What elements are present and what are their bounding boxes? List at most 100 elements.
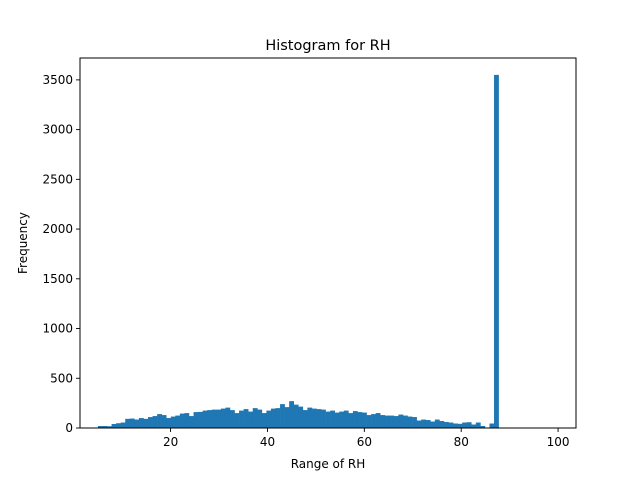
bars-group (97, 74, 499, 428)
histogram-bar (193, 412, 199, 428)
histogram-bar (161, 415, 167, 428)
histogram-bar (129, 418, 135, 428)
histogram-bar (234, 413, 240, 428)
histogram-bar (325, 411, 331, 428)
x-tick-label: 40 (260, 435, 275, 449)
histogram-bar (448, 422, 454, 428)
chart-title: Histogram for RH (265, 38, 390, 54)
histogram-bar (284, 407, 290, 428)
y-tick-label: 3500 (42, 73, 73, 87)
y-axis-ticks: 0 500 1000 1500 2000 2500 3000 3500 (42, 73, 80, 435)
histogram-bar (384, 415, 390, 428)
histogram-bar (443, 422, 449, 428)
histogram-bar (362, 412, 367, 428)
histogram-bar (239, 410, 244, 428)
y-tick-label: 2500 (42, 172, 73, 186)
y-tick-label: 1000 (42, 322, 73, 336)
histogram-bar (148, 417, 153, 428)
histogram-bar (462, 422, 468, 428)
histogram-bar (494, 74, 499, 428)
histogram-bar (330, 410, 335, 428)
x-tick-label: 20 (163, 435, 178, 449)
x-tick-label: 100 (547, 435, 570, 449)
histogram-bar (412, 417, 417, 428)
histogram-bar (343, 410, 349, 428)
histogram-bar (211, 409, 217, 428)
histogram-bar (275, 408, 281, 428)
histogram-bar (166, 418, 172, 428)
histogram-bar (102, 426, 108, 428)
histogram-bar (270, 408, 276, 428)
histogram-bar (157, 414, 162, 428)
histogram-bar (143, 418, 149, 428)
histogram-bar (188, 416, 194, 428)
histogram-bar (170, 416, 176, 428)
histogram-bar (439, 421, 445, 428)
y-tick-label: 500 (50, 371, 73, 385)
histogram-bar (321, 409, 326, 428)
axes-frame (79, 57, 577, 429)
histogram-bar (366, 415, 372, 428)
x-axis-ticks: 20 40 60 80 100 (163, 428, 570, 449)
histogram-bar (175, 415, 181, 428)
histogram-bar (257, 409, 263, 428)
histogram-bar (229, 410, 235, 428)
histogram-bar (307, 407, 313, 428)
histogram-bar (298, 406, 304, 428)
histogram-bar (371, 414, 376, 428)
histogram-bar (475, 422, 481, 428)
histogram-bar (434, 419, 440, 428)
y-tick-label: 0 (65, 421, 73, 435)
histogram-bar (380, 415, 386, 428)
histogram-bar (311, 408, 317, 428)
histogram-bar (248, 411, 254, 428)
histogram-bar (489, 423, 495, 428)
histogram-bar (252, 408, 258, 428)
histogram-bar (402, 415, 408, 428)
histogram-bar (357, 412, 363, 428)
histogram-bar (466, 422, 472, 428)
histogram-bar (152, 416, 158, 428)
histogram-bar (416, 420, 422, 428)
histogram-bar (398, 414, 404, 428)
histogram-bar (207, 410, 213, 428)
x-tick-label: 60 (357, 435, 372, 449)
histogram-bar (393, 416, 399, 428)
histogram-bar (302, 410, 308, 428)
histogram-bar (220, 408, 226, 428)
histogram-bar (289, 401, 294, 428)
histogram-bar (480, 426, 486, 428)
histogram-bar (375, 413, 381, 428)
histogram-bar (116, 423, 121, 428)
histogram-bar (179, 413, 185, 428)
histogram-bar (457, 423, 463, 428)
histogram-bar (471, 424, 477, 428)
histogram-bar (421, 419, 427, 428)
histogram-bar (316, 409, 322, 428)
histogram-bar (107, 426, 112, 428)
histogram-bar (125, 418, 131, 428)
x-axis-label: Range of RH (291, 457, 366, 471)
histogram-bar (261, 413, 267, 428)
histogram-bar (389, 415, 395, 428)
y-tick-label: 3000 (42, 123, 73, 137)
histogram-bar (97, 426, 103, 428)
y-tick-label: 2000 (42, 222, 73, 236)
histogram-bar (352, 411, 358, 428)
histogram-bar (225, 407, 231, 428)
histogram-bar (334, 412, 340, 428)
histogram-bar (216, 409, 222, 428)
histogram-bar (134, 419, 140, 428)
histogram-bar (111, 424, 117, 428)
histogram-bar (430, 421, 436, 428)
histogram-bar (407, 416, 413, 428)
histogram-bar (425, 420, 431, 428)
histogram-bar (280, 404, 285, 428)
histogram-bar (339, 411, 345, 428)
histogram-bar (198, 411, 203, 428)
histogram-bar (138, 418, 144, 428)
histogram-bar (120, 422, 126, 428)
